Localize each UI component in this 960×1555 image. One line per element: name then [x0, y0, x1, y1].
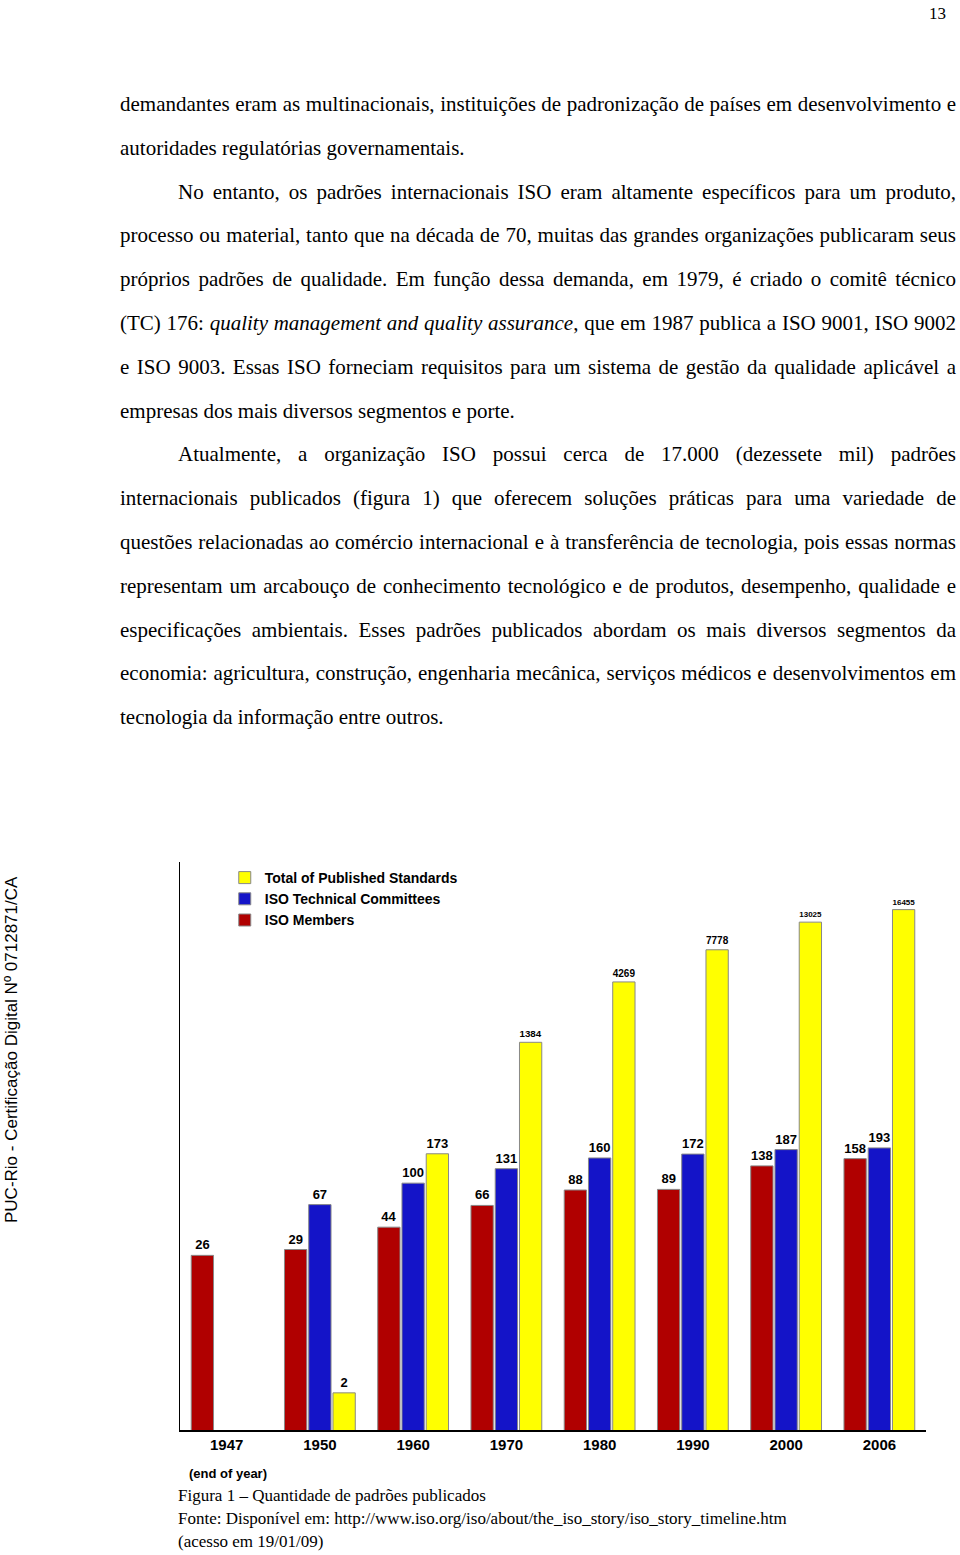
svg-text:1980: 1980 — [583, 1436, 616, 1453]
svg-text:1970: 1970 — [490, 1436, 523, 1453]
svg-text:172: 172 — [682, 1136, 704, 1151]
html-text:13: 13 — [929, 4, 946, 23]
svg-text:158: 158 — [844, 1141, 866, 1156]
svg-text:(end of year): (end of year) — [189, 1466, 267, 1481]
svg-text:Total of Published Standards: Total of Published Standards — [265, 870, 458, 886]
svg-text:4269: 4269 — [613, 968, 636, 979]
svg-text:ISO Technical Committees: ISO Technical Committees — [265, 891, 441, 907]
svg-text:2: 2 — [341, 1375, 348, 1390]
svg-text:7778: 7778 — [706, 935, 729, 946]
html-text:Fonte: Disponível em: http://w: Fonte: Disponível em: http://www.iso.org… — [178, 1509, 787, 1528]
html-text:Figura 1 – Quantidade de padrõ: Figura 1 – Quantidade de padrões publica… — [178, 1486, 486, 1505]
svg-text:1990: 1990 — [676, 1436, 709, 1453]
svg-text:26: 26 — [195, 1237, 209, 1252]
svg-text:1950: 1950 — [303, 1436, 336, 1453]
svg-text:ISO Members: ISO Members — [265, 912, 355, 928]
svg-text:173: 173 — [427, 1136, 449, 1151]
svg-text:138: 138 — [751, 1148, 773, 1163]
svg-text:100: 100 — [402, 1165, 424, 1180]
svg-text:44: 44 — [381, 1209, 396, 1224]
svg-text:187: 187 — [775, 1132, 797, 1147]
svg-text:67: 67 — [313, 1187, 327, 1202]
svg-text:160: 160 — [589, 1140, 611, 1155]
svg-text:66: 66 — [475, 1187, 489, 1202]
svg-text:29: 29 — [288, 1232, 302, 1247]
svg-text:131: 131 — [496, 1151, 518, 1166]
svg-text:1384: 1384 — [519, 1028, 541, 1039]
html-text:(acesso em 19/01/09): (acesso em 19/01/09) — [178, 1532, 324, 1551]
svg-text:88: 88 — [568, 1172, 582, 1187]
svg-text:2006: 2006 — [863, 1436, 896, 1453]
svg-text:1960: 1960 — [396, 1436, 429, 1453]
svg-text:89: 89 — [661, 1171, 675, 1186]
html-text:demandantes eram as multinacio: demandantes eram as multinacionais, inst… — [120, 92, 956, 160]
svg-text:13025: 13025 — [799, 910, 822, 919]
svg-text:16455: 16455 — [892, 898, 915, 907]
svg-text:1947: 1947 — [210, 1436, 243, 1453]
html-text:Atualmente, a organização ISO: Atualmente, a organização ISO possui cer… — [120, 442, 956, 730]
html-text:No entanto, os padrões interna: No entanto, os padrões internacionais IS… — [120, 179, 956, 423]
html-text:PUC-Rio - Certificação Digital: PUC-Rio - Certificação Digital Nº 071287… — [2, 876, 21, 1224]
svg-text:2000: 2000 — [769, 1436, 802, 1453]
svg-text:193: 193 — [869, 1130, 891, 1145]
